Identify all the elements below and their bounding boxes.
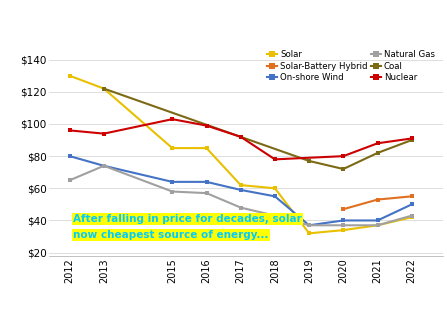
Text: now cheapest source of energy...: now cheapest source of energy... (73, 230, 269, 240)
Text: After falling in price for decades, solar: After falling in price for decades, sola… (73, 214, 302, 224)
Text: Unsubsidized Leveled Cost of Electricity (LCOE): Unsubsidized Leveled Cost of Electricity… (27, 13, 420, 28)
Text: After falling in price for decades, solar: After falling in price for decades, sola… (73, 214, 302, 224)
Legend: Solar, Solar-Battery Hybrid, On-shore Wind, Natural Gas, Coal, Nuclear: Solar, Solar-Battery Hybrid, On-shore Wi… (264, 47, 438, 85)
